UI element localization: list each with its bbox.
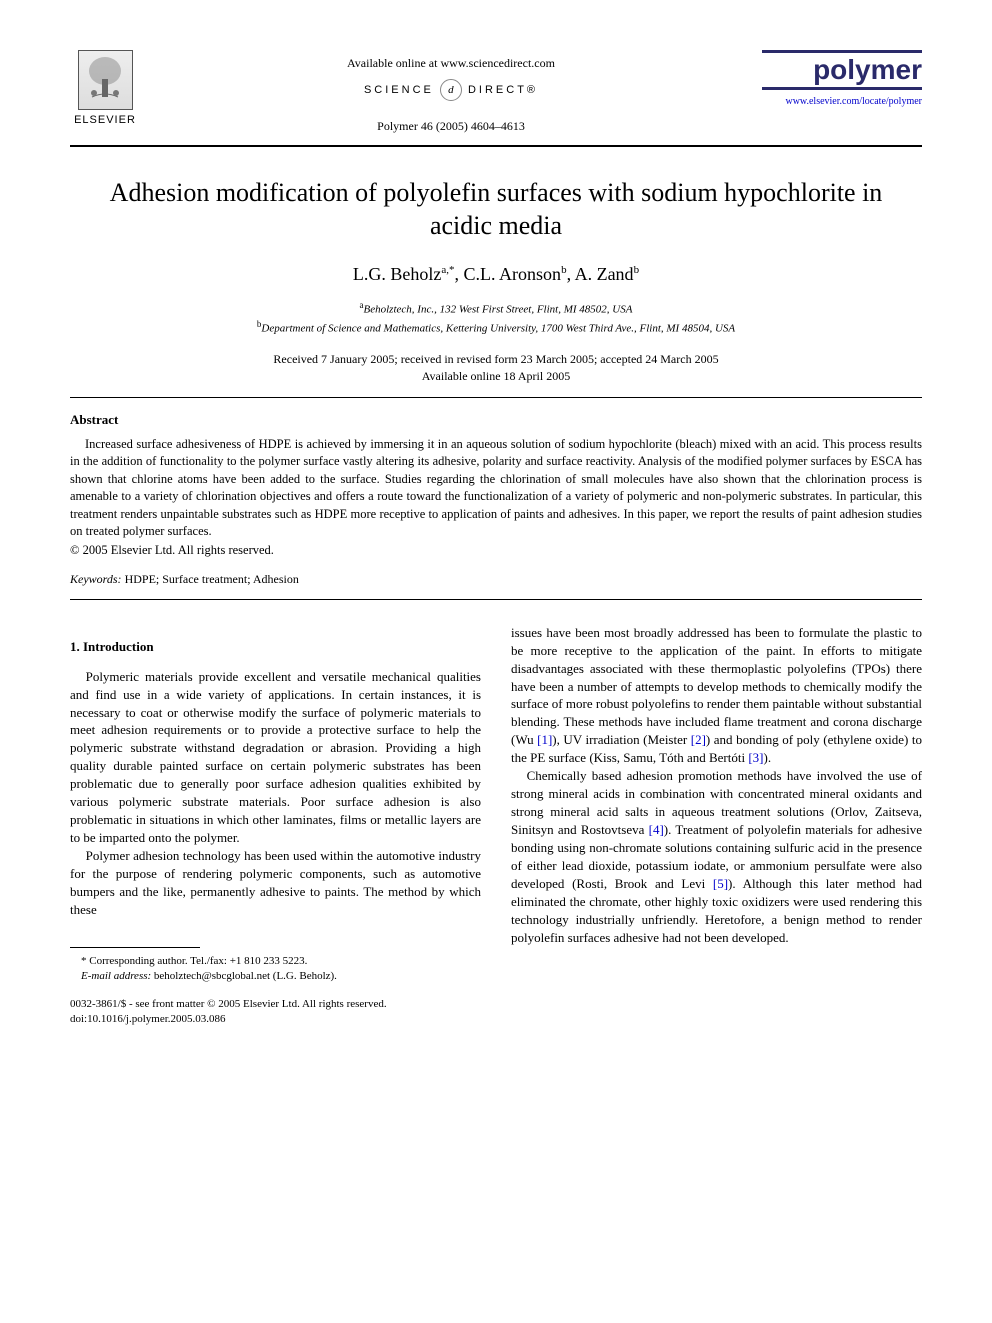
header-center: Available online at www.sciencedirect.co…	[140, 50, 762, 134]
ref-2-link[interactable]: [2]	[691, 732, 706, 747]
front-matter-line: 0032-3861/$ - see front matter © 2005 El…	[70, 997, 481, 1011]
body-columns: 1. Introduction Polymeric materials prov…	[70, 624, 922, 1026]
ref-1-link[interactable]: [1]	[537, 732, 552, 747]
page-header: ELSEVIER Available online at www.science…	[70, 50, 922, 135]
publisher-logo: ELSEVIER	[70, 50, 140, 135]
keywords-line: Keywords: HDPE; Surface treatment; Adhes…	[70, 572, 922, 587]
authors-line: L.G. Beholza,*, C.L. Aronsonb, A. Zandb	[70, 264, 922, 285]
science-direct-logo: SCIENCE d DIRECT®	[140, 79, 762, 101]
affiliation-b: bDepartment of Science and Mathematics, …	[70, 318, 922, 337]
sd-right: DIRECT®	[468, 84, 538, 96]
journal-url[interactable]: www.elsevier.com/locate/polymer	[762, 96, 922, 107]
keywords-text: HDPE; Surface treatment; Adhesion	[122, 572, 299, 586]
author-1: L.G. Beholz	[353, 264, 441, 284]
author-3: A. Zand	[575, 264, 634, 284]
publisher-name: ELSEVIER	[74, 114, 136, 126]
intro-para-1: Polymeric materials provide excellent an…	[70, 668, 481, 847]
article-dates: Received 7 January 2005; received in rev…	[70, 351, 922, 385]
corresponding-footnote: * Corresponding author. Tel./fax: +1 810…	[70, 954, 481, 969]
available-online-text: Available online at www.sciencedirect.co…	[140, 56, 762, 71]
dates-received: Received 7 January 2005; received in rev…	[70, 351, 922, 368]
author-1-sup: a,*	[441, 264, 454, 276]
author-2-sup: b	[561, 264, 567, 276]
divider-below-keywords	[70, 599, 922, 600]
ref-3-link[interactable]: [3]	[748, 750, 763, 765]
ref-5-link[interactable]: [5]	[713, 876, 728, 891]
email-label: E-mail address:	[81, 970, 151, 982]
abstract-copyright: © 2005 Elsevier Ltd. All rights reserved…	[70, 543, 922, 558]
author-2: C.L. Aronson	[464, 264, 562, 284]
sd-at-icon: d	[440, 79, 462, 101]
dates-online: Available online 18 April 2005	[70, 368, 922, 385]
c2p1b: ), UV irradiation (Meister	[552, 732, 690, 747]
journal-box: polymer www.elsevier.com/locate/polymer	[762, 50, 922, 107]
divider-above-abstract	[70, 397, 922, 398]
footnote-divider	[70, 947, 200, 948]
column-left: 1. Introduction Polymeric materials prov…	[70, 624, 481, 1026]
affiliations: aBeholztech, Inc., 132 West First Street…	[70, 299, 922, 337]
divider-top	[70, 145, 922, 147]
footer-meta: 0032-3861/$ - see front matter © 2005 El…	[70, 997, 481, 1026]
author-3-sup: b	[634, 264, 640, 276]
journal-title: polymer	[762, 50, 922, 90]
email-value: beholztech@sbcglobal.net (L.G. Beholz).	[151, 970, 337, 982]
c2p1d: ).	[764, 750, 772, 765]
aff-b-text: Department of Science and Mathematics, K…	[261, 323, 735, 335]
c2p1a: issues have been most broadly addressed …	[511, 625, 922, 748]
column-right: issues have been most broadly addressed …	[511, 624, 922, 1026]
ref-4-link[interactable]: [4]	[649, 822, 664, 837]
intro-para-2: Polymer adhesion technology has been use…	[70, 847, 481, 919]
elsevier-tree-icon	[78, 50, 133, 110]
intro-para-2-cont: issues have been most broadly addressed …	[511, 624, 922, 768]
section-1-heading: 1. Introduction	[70, 638, 481, 656]
sd-left: SCIENCE	[364, 84, 434, 96]
aff-a-text: Beholztech, Inc., 132 West First Street,…	[364, 304, 633, 316]
abstract-text: Increased surface adhesiveness of HDPE i…	[70, 436, 922, 541]
intro-para-3: Chemically based adhesion promotion meth…	[511, 767, 922, 946]
article-title: Adhesion modification of polyolefin surf…	[100, 177, 892, 242]
email-footnote: E-mail address: beholztech@sbcglobal.net…	[70, 969, 481, 984]
doi-line: doi:10.1016/j.polymer.2005.03.086	[70, 1012, 481, 1026]
affiliation-a: aBeholztech, Inc., 132 West First Street…	[70, 299, 922, 318]
keywords-label: Keywords:	[70, 572, 122, 586]
citation: Polymer 46 (2005) 4604–4613	[140, 119, 762, 134]
abstract-label: Abstract	[70, 412, 922, 428]
